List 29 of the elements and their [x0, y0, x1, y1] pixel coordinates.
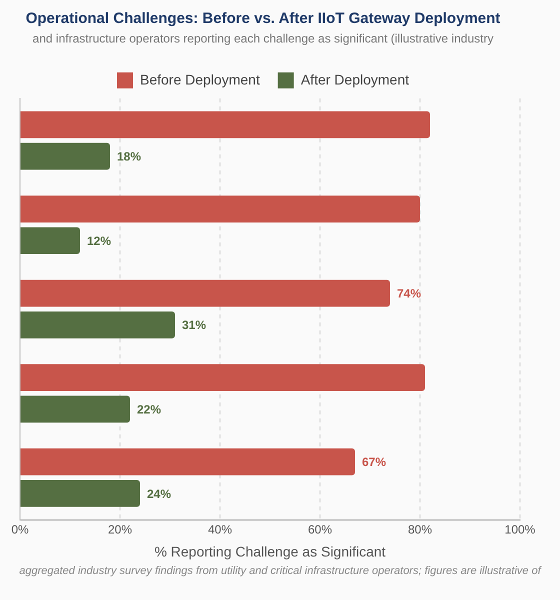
data-label: 12% [87, 234, 112, 248]
bar [20, 196, 420, 222]
x-tick-label: 40% [208, 522, 232, 536]
x-tick-label: 20% [108, 522, 132, 536]
data-label: 31% [182, 318, 206, 332]
bar [20, 142, 110, 170]
data-label: 24% [147, 486, 172, 501]
bar [20, 364, 425, 392]
data-label: 22% [137, 402, 162, 416]
bar [20, 396, 130, 423]
x-tick-label: 60% [308, 522, 332, 536]
data-label: 67% [362, 455, 386, 470]
data-label: 18% [117, 150, 142, 164]
x-tick-label: 0% [11, 522, 29, 536]
chart-title: Operational Challenges: Before vs. After IIoT Gateway Deployment [26, 10, 500, 28]
legend-label: After Deployment [300, 71, 410, 88]
bar [20, 480, 140, 507]
x-axis-title: % Reporting Challenge as Significant [154, 543, 386, 560]
bar [20, 280, 390, 307]
bar [20, 227, 80, 254]
legend-label: Before Deployment [140, 71, 260, 88]
bar [20, 311, 175, 338]
data-label: 74% [397, 286, 422, 301]
bar [20, 448, 355, 476]
text: aggregated industry survey findings from utility and critical infrastructure operators; figures are illustrative of [18, 565, 543, 577]
chart-subtitle: and infrastructure operators reporting each challenge as significant (illustrative industry [32, 32, 494, 46]
x-tick-label: 100% [504, 522, 536, 536]
x-tick-label: 80% [408, 522, 432, 536]
bar [20, 111, 430, 138]
